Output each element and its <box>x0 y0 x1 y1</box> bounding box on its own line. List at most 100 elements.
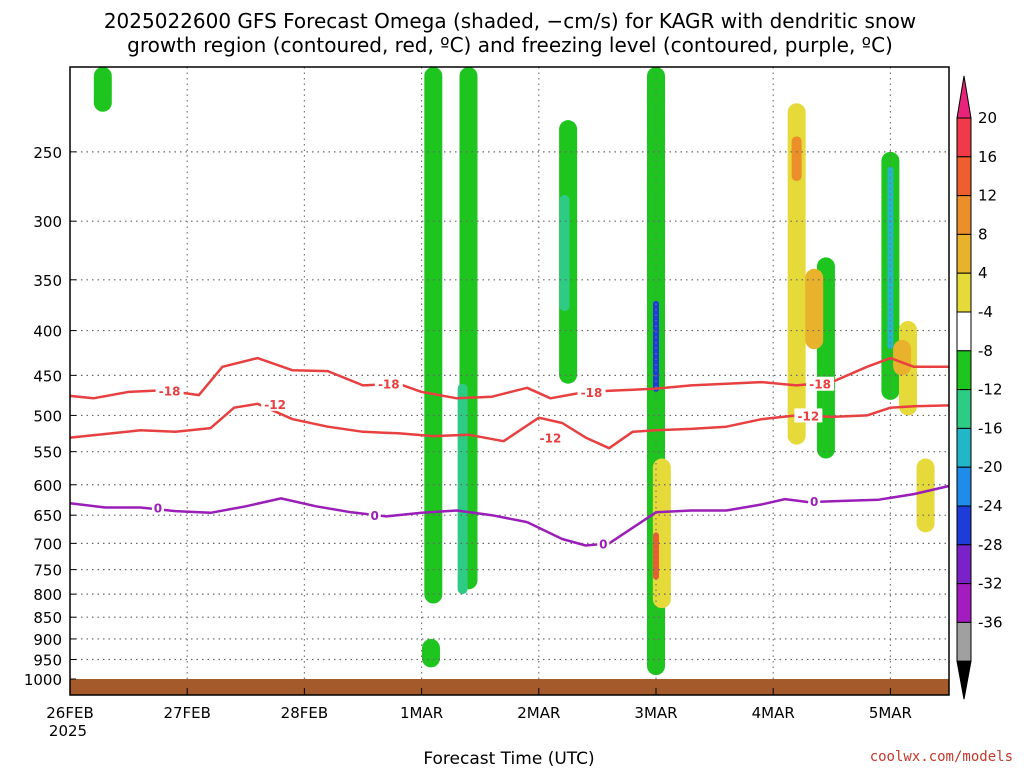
credit-text: coolwx.com/models <box>870 749 1013 765</box>
omega-region-19 <box>893 339 912 376</box>
contour-label-bg-6 <box>794 408 823 423</box>
colorbar-swatch-0 <box>956 117 972 158</box>
omega-region-3 <box>457 383 468 595</box>
contour-label-bg-3 <box>806 376 835 391</box>
y-tick-label-7: 600 <box>33 477 62 495</box>
plot-frame <box>69 66 950 696</box>
y-tick-label-1: 300 <box>33 213 62 231</box>
colorbar-label-2: 12 <box>978 187 997 205</box>
contour-label-0: -18 <box>159 384 181 398</box>
grid-layer <box>70 67 949 679</box>
contour-label-bg-10 <box>808 493 821 508</box>
chart-title-line-2: growth region (contoured, red, ºC) and f… <box>127 33 893 57</box>
chart-title-line-1: 2025022600 GFS Forecast Omega (shaded, −… <box>104 9 916 33</box>
colorbar-label-11: -28 <box>978 536 1003 554</box>
x-tick-label-4: 2MAR <box>517 704 560 722</box>
y-tick-label-4: 450 <box>33 367 62 385</box>
y-tick-label-15: 1000 <box>24 671 62 689</box>
contour-label-bg-2 <box>577 384 606 399</box>
x-tick-label-5: 3MAR <box>634 704 677 722</box>
colorbar-swatch-5 <box>956 311 972 352</box>
colorbar-label-13: -36 <box>978 613 1003 631</box>
contour-label-bg-1 <box>374 376 403 391</box>
contour-label-bg-8 <box>368 508 381 523</box>
contour-label-2: -18 <box>581 386 603 400</box>
y-tick-label-0: 250 <box>33 144 62 162</box>
colorbar-bottom-arrow <box>956 660 972 700</box>
contour-label-7: 0 <box>154 502 162 516</box>
x-tick-label-0: 26FEB <box>46 704 93 722</box>
colorbar-label-4: 4 <box>978 264 988 282</box>
x-axis: 26FEB 27FEB 28FEB 1MAR 2MAR 3MAR 4MAR 5MAR <box>46 688 912 722</box>
contour-layer: -18 -18 -18 -18 -12 -12 -12 0 0 0 0 <box>69 356 950 551</box>
y-tick-label-8: 650 <box>33 507 62 525</box>
omega-region-15 <box>805 268 824 350</box>
contour-label-bg-5 <box>536 430 565 445</box>
colorbar-swatch-3 <box>956 233 972 274</box>
y-tick-label-14: 950 <box>33 651 62 669</box>
contour-line-2 <box>69 484 950 547</box>
contour-label-1: -18 <box>378 378 400 392</box>
colorbar-label-6: -8 <box>978 342 993 360</box>
colorbar-label-1: 16 <box>978 148 997 166</box>
y-tick-label-13: 900 <box>33 631 62 649</box>
colorbar-swatch-8 <box>956 427 972 468</box>
colorbar-swatch-6 <box>956 350 972 391</box>
contour-label-bg-4 <box>261 396 290 411</box>
contour-label-10: 0 <box>810 495 818 509</box>
x-axis-label: Forecast Time (UTC) <box>423 749 594 768</box>
omega-region-4 <box>421 638 440 668</box>
colorbar-swatch-7 <box>956 389 972 429</box>
colorbar-label-0: 20 <box>978 109 997 127</box>
colorbar-label-8: -16 <box>978 419 1003 437</box>
contour-label-3: -18 <box>809 378 831 392</box>
surface-ground-bar <box>70 679 949 695</box>
y-tick-label-10: 750 <box>33 562 62 580</box>
colorbar-swatch-2 <box>956 195 972 235</box>
colorbar-swatch-4 <box>956 272 972 313</box>
colorbar-swatch-12 <box>956 583 972 623</box>
colorbar-swatch-1 <box>956 156 972 197</box>
y-tick-label-11: 800 <box>33 586 62 604</box>
y-tick-label-6: 550 <box>33 444 62 462</box>
colorbar: 20 16 12 8 4 -4 -8 -12 -16 -20 -24 -28 -32 -36 <box>956 75 1003 700</box>
colorbar-label-7: -12 <box>978 381 1003 399</box>
plot-area: -18 -18 -18 -18 -12 -12 -12 0 0 0 0 <box>69 66 950 696</box>
contour-label-bg-7 <box>151 500 164 515</box>
contour-label-bg-9 <box>597 536 610 551</box>
omega-region-12 <box>887 166 894 350</box>
x-tick-label-7: 5MAR <box>869 704 912 722</box>
omega-region-14 <box>791 136 802 182</box>
y-tick-label-3: 400 <box>33 323 62 341</box>
omega-region-17 <box>653 532 659 580</box>
x-tick-label-3: 1MAR <box>400 704 443 722</box>
x-tick-label-2: 28FEB <box>281 704 328 722</box>
colorbar-swatch-9 <box>956 466 972 507</box>
colorbar-label-5: -4 <box>978 303 993 321</box>
contour-label-8: 0 <box>371 509 379 523</box>
y-tick-label-2: 350 <box>33 272 62 290</box>
colorbar-label-12: -32 <box>978 575 1003 593</box>
colorbar-top-arrow <box>956 75 972 119</box>
colorbar-label-9: -20 <box>978 458 1003 476</box>
omega-region-0 <box>93 67 112 112</box>
omega-region-20 <box>916 458 935 533</box>
contour-label-5: -12 <box>540 432 562 446</box>
colorbar-label-10: -24 <box>978 497 1003 515</box>
contour-label-6: -12 <box>798 409 820 423</box>
colorbar-swatch-10 <box>956 505 972 546</box>
x-tick-label-1: 27FEB <box>163 704 210 722</box>
x-axis-year-label: 2025 <box>49 722 87 740</box>
colorbar-swatch-13 <box>956 621 972 662</box>
omega-region-9 <box>653 300 659 392</box>
omega-region-6 <box>559 194 570 312</box>
x-tick-label-6: 4MAR <box>752 704 795 722</box>
y-tick-label-12: 850 <box>33 609 62 627</box>
contour-label-9: 0 <box>599 537 607 551</box>
omega-region-1 <box>424 67 443 604</box>
omega-shading-layer <box>93 67 935 676</box>
y-tick-label-5: 500 <box>33 407 62 425</box>
y-axis: 250 300 350 400 450 500 550 600 650 700 750 800 850 9… <box>24 144 76 689</box>
y-tick-label-9: 700 <box>33 535 62 553</box>
